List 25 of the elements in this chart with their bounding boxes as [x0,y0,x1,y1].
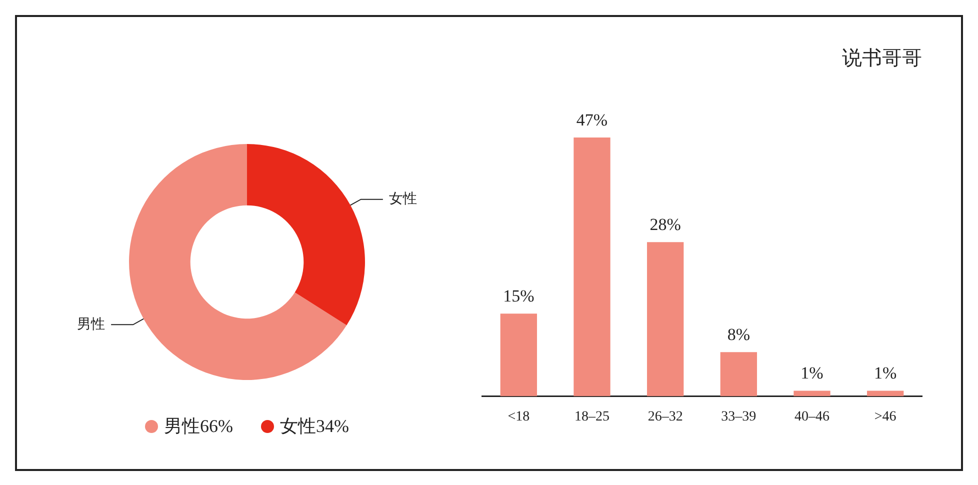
bar [720,352,757,396]
bar [794,390,830,396]
data-label: 28% [650,215,681,234]
x-tick-label: 18–25 [574,409,610,424]
data-label: 1% [874,364,897,383]
bar [867,390,904,396]
legend-label: 女性 [280,415,316,438]
data-label: 47% [576,110,608,130]
slice-label: 女性 [388,191,417,208]
data-label: 15% [503,286,534,306]
chart-title: 说书哥哥 [842,47,922,70]
x-tick-label: 40–46 [794,409,830,424]
x-tick-label: >46 [874,409,896,424]
bar [574,138,610,396]
data-label: 34% [316,416,349,436]
data-label: 8% [727,325,750,344]
x-tick-label: 33–39 [721,409,756,424]
bar [647,242,684,396]
x-tick-label: 26–32 [648,409,683,424]
data-label: 66% [200,416,233,436]
legend-label: 男性 [164,415,200,438]
x-tick-label: <18 [508,409,530,424]
slice-label: 男性 [77,316,106,332]
bar [500,314,537,396]
data-label: 1% [800,364,824,383]
